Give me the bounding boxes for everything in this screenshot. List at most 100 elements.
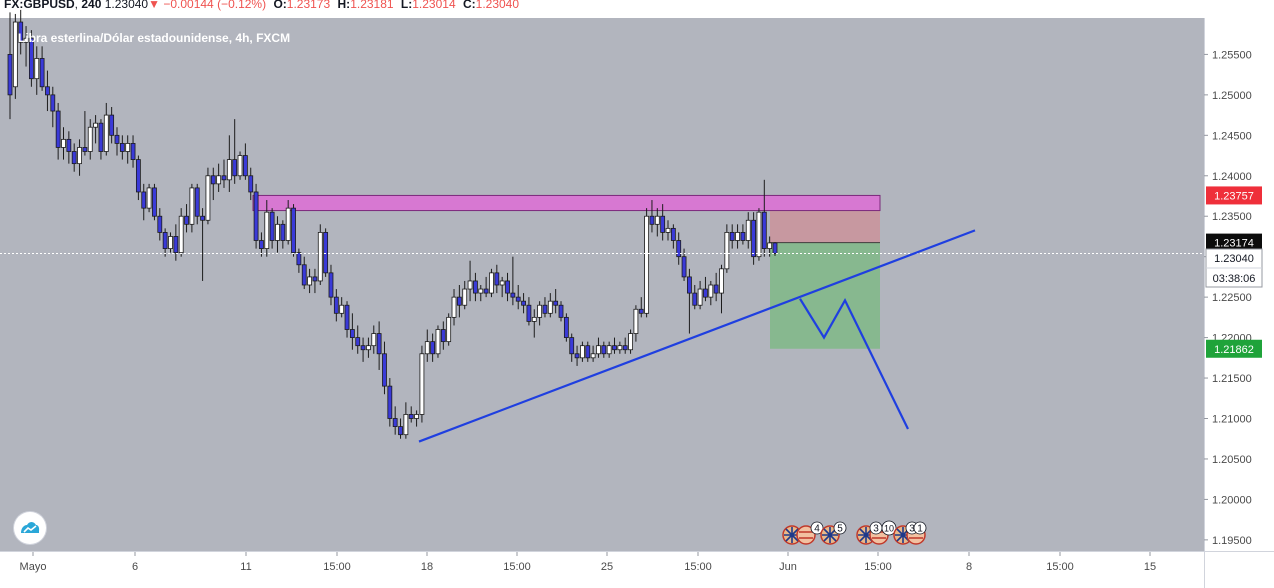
candle [82, 111, 88, 156]
candle [574, 345, 580, 366]
candle-body [103, 114, 109, 152]
candle-body [135, 159, 141, 193]
candle [12, 13, 18, 99]
candle [200, 208, 205, 281]
candle [628, 329, 633, 354]
event-count: 10 [884, 524, 894, 534]
candle [141, 183, 147, 221]
candle-body [232, 159, 238, 177]
tradingview-logo-button[interactable] [14, 512, 46, 544]
candle-body [473, 280, 478, 294]
target-price-label: 1.21862 [1206, 339, 1262, 358]
candle [569, 333, 575, 362]
candle-body [210, 175, 216, 185]
candle-body [226, 159, 232, 181]
candle [456, 285, 462, 318]
candle [660, 204, 666, 241]
candle [146, 183, 152, 213]
candle-body [98, 122, 104, 152]
candle [291, 204, 296, 257]
price-tick-label: 1.20000 [1212, 494, 1252, 506]
economic-events[interactable]: 4 5 3 10 3 1 [782, 520, 927, 545]
candle [419, 345, 425, 423]
candle-body [392, 418, 398, 427]
change-down-icon: ▼ [148, 0, 160, 11]
candle-body [61, 138, 66, 148]
candle-body [622, 345, 628, 351]
candle-body [398, 426, 403, 436]
candle [392, 406, 398, 435]
candle-body [173, 236, 179, 254]
candle-body [606, 345, 612, 355]
candle-body [285, 207, 291, 241]
candle-body [264, 211, 270, 249]
candle-body [633, 308, 639, 334]
time-tick-label: 6 [132, 561, 138, 573]
candle [398, 418, 403, 439]
interval[interactable]: 240 [81, 0, 102, 11]
candle [606, 341, 612, 358]
candle-body [435, 329, 441, 355]
projection-path[interactable] [799, 298, 909, 430]
candle [489, 268, 494, 298]
symbol-name[interactable]: FX:GBPUSD [4, 0, 75, 11]
candle [280, 220, 286, 249]
event-count: 3 [909, 524, 915, 535]
event-group-4[interactable]: 3 1 [893, 521, 927, 545]
candle-body [767, 242, 773, 249]
candle-body [531, 316, 537, 322]
candle [735, 224, 740, 249]
candle [307, 268, 312, 294]
candle-body [275, 223, 280, 241]
candle [756, 208, 762, 261]
candle [515, 285, 521, 310]
candle [761, 179, 767, 257]
last-value: 1.23040 [104, 0, 149, 11]
candle [729, 224, 735, 249]
time-tick-label: 8 [966, 561, 972, 573]
candle-body [205, 175, 211, 221]
candle [77, 139, 82, 176]
candle-body [178, 215, 184, 254]
time-tick-label: 11 [240, 561, 251, 573]
candle-body [772, 242, 778, 254]
price-tick-label: 1.24000 [1212, 171, 1252, 183]
candle-body [119, 143, 125, 152]
candle [601, 341, 607, 358]
time-tick-label: 15:00 [1046, 561, 1074, 573]
candle [713, 272, 719, 302]
candle [114, 127, 120, 156]
event-group-2[interactable]: 5 [820, 521, 847, 545]
candle-body [499, 280, 505, 286]
candle-body [168, 236, 173, 249]
candle-body [93, 122, 98, 128]
candle [580, 341, 585, 362]
wedge-trendline[interactable] [418, 229, 976, 443]
candle [670, 224, 676, 249]
event-group-1[interactable]: 4 [782, 521, 824, 545]
time-tick-label: Mayo [20, 561, 47, 573]
candle-body [708, 284, 714, 298]
price-tick-label: 1.25000 [1212, 90, 1252, 102]
candle [638, 297, 644, 318]
candle [259, 232, 264, 257]
overlay-layer [252, 194, 881, 349]
candle-body [692, 292, 698, 306]
candle [50, 86, 56, 128]
candle-body [200, 215, 205, 221]
candle [210, 167, 216, 201]
candle-body [162, 232, 168, 249]
candle [462, 280, 468, 310]
candle-body [34, 58, 40, 80]
candle-body [547, 300, 553, 314]
candle-body [82, 147, 88, 152]
current-price-label: 1.23174 [1206, 233, 1262, 252]
event-group-3[interactable]: 3 10 [856, 520, 897, 545]
candle-body [408, 414, 414, 419]
candle [467, 260, 473, 302]
price-tick-label: 1.23500 [1212, 211, 1252, 223]
candles-layer [7, 9, 778, 439]
candle-body [152, 187, 157, 217]
candle [61, 127, 66, 160]
